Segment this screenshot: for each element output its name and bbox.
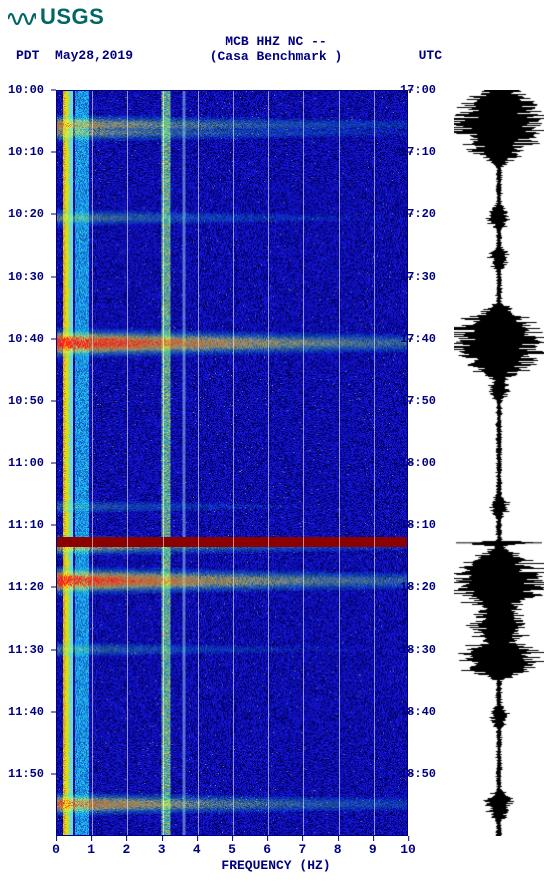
ytick-right: 18:20 bbox=[400, 580, 436, 594]
right-timezone: UTC bbox=[419, 48, 442, 63]
ytick-left: 11:40 bbox=[8, 705, 44, 719]
left-timezone: PDT bbox=[16, 48, 39, 63]
frequency-axis-label: FREQUENCY (HZ) bbox=[0, 858, 552, 873]
xtick: 6 bbox=[263, 842, 271, 857]
ytick-left: 10:30 bbox=[8, 270, 44, 284]
ytick-right: 18:10 bbox=[400, 518, 436, 532]
ytick-left: 11:20 bbox=[8, 580, 44, 594]
xtick: 7 bbox=[298, 842, 306, 857]
spectrogram-plot bbox=[56, 90, 408, 836]
ytick-left: 10:40 bbox=[8, 332, 44, 346]
xtick: 8 bbox=[334, 842, 342, 857]
xtick: 2 bbox=[122, 842, 130, 857]
seismogram-trace bbox=[454, 90, 544, 836]
ytick-right: 17:00 bbox=[400, 83, 436, 97]
station-code: MCB HHZ NC -- bbox=[0, 34, 552, 49]
xtick: 10 bbox=[400, 842, 416, 857]
ytick-right: 17:30 bbox=[400, 270, 436, 284]
usgs-text: USGS bbox=[40, 4, 104, 29]
ytick-left: 10:20 bbox=[8, 207, 44, 221]
ytick-left: 11:30 bbox=[8, 643, 44, 657]
ytick-right: 18:50 bbox=[400, 767, 436, 781]
xtick: 1 bbox=[87, 842, 95, 857]
xtick: 5 bbox=[228, 842, 236, 857]
xtick: 9 bbox=[369, 842, 377, 857]
ytick-right: 17:20 bbox=[400, 207, 436, 221]
ytick-right: 18:40 bbox=[400, 705, 436, 719]
xtick: 3 bbox=[158, 842, 166, 857]
ytick-right: 17:50 bbox=[400, 394, 436, 408]
ytick-left: 10:00 bbox=[8, 83, 44, 97]
ytick-left: 10:50 bbox=[8, 394, 44, 408]
ytick-left: 11:10 bbox=[8, 518, 44, 532]
ytick-right: 18:00 bbox=[400, 456, 436, 470]
date-left: PDT May28,2019 bbox=[16, 48, 133, 63]
ytick-left: 11:00 bbox=[8, 456, 44, 470]
xtick: 4 bbox=[193, 842, 201, 857]
ytick-right: 17:10 bbox=[400, 145, 436, 159]
seismogram-canvas bbox=[454, 90, 544, 836]
usgs-wave-icon bbox=[8, 5, 36, 31]
ytick-left: 10:10 bbox=[8, 145, 44, 159]
date-text: May28,2019 bbox=[55, 48, 133, 63]
ytick-left: 11:50 bbox=[8, 767, 44, 781]
ytick-right: 17:40 bbox=[400, 332, 436, 346]
usgs-logo: USGS bbox=[8, 4, 104, 31]
ytick-right: 18:30 bbox=[400, 643, 436, 657]
spectrogram-canvas bbox=[57, 91, 407, 835]
xtick: 0 bbox=[52, 842, 60, 857]
